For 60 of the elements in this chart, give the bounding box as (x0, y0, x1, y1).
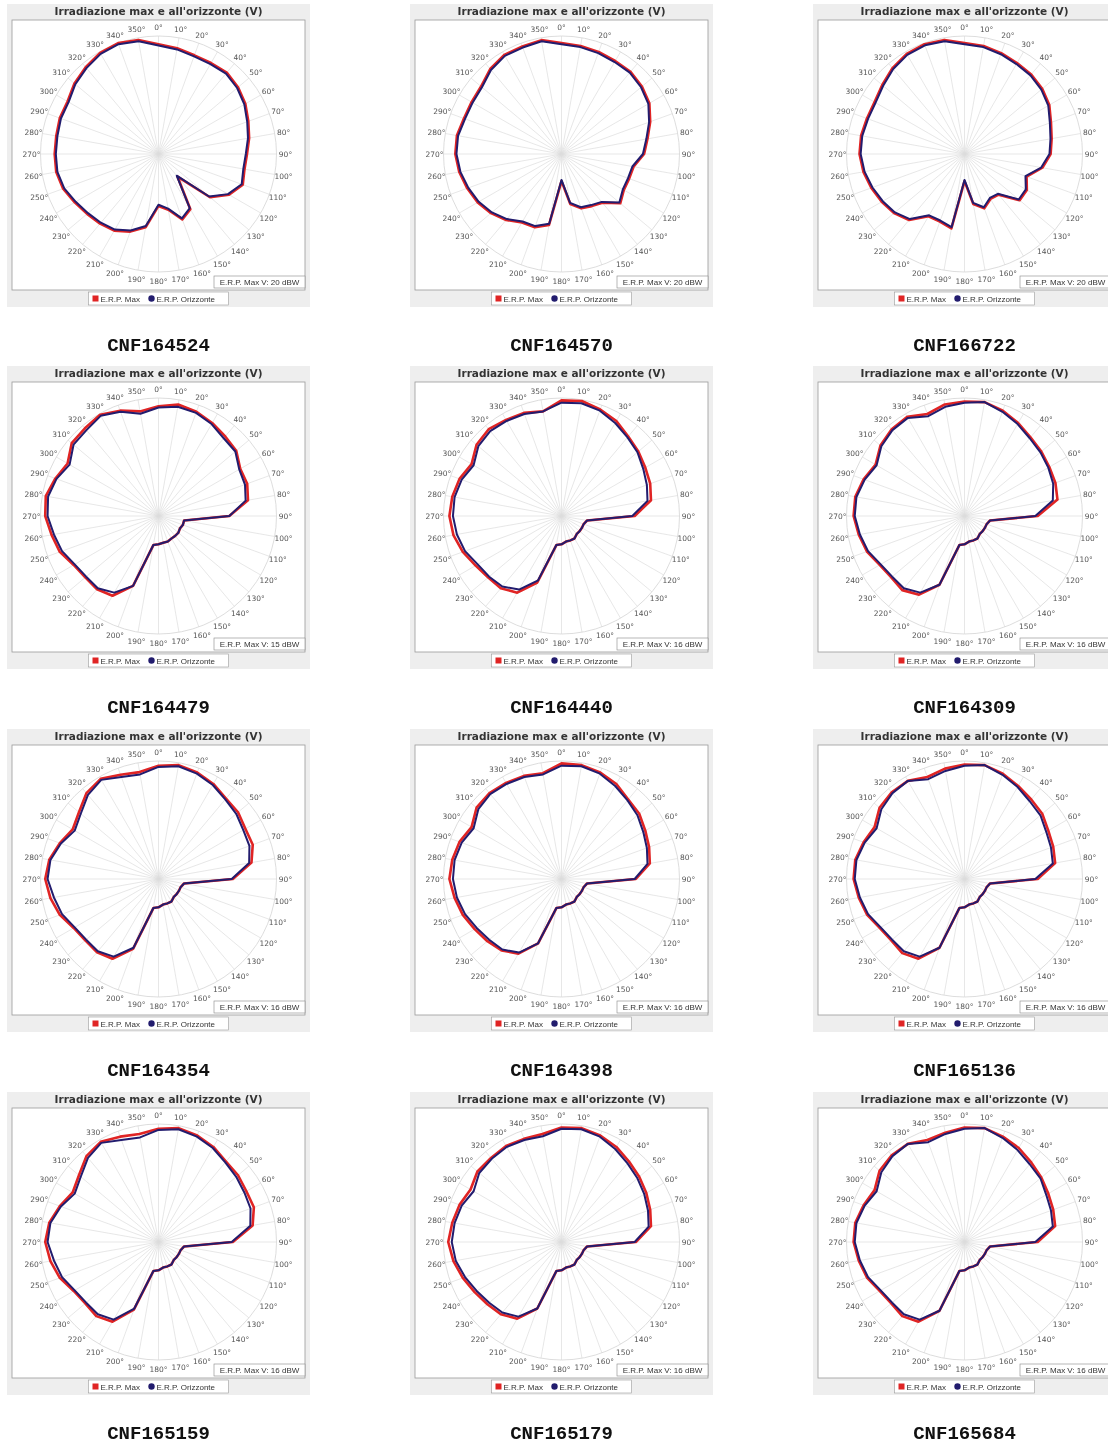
chart-title: Irradiazione max e all'orizzonte (V) (54, 730, 263, 742)
text: E.R.P. Max V: 20 dBW (622, 278, 703, 287)
text: CNF164440 (510, 697, 613, 719)
legend-label: E.R.P. Orizzonte (559, 294, 619, 304)
text: CNF165179 (510, 1423, 613, 1443)
legend-label: E.R.P. Max (503, 1382, 543, 1392)
text: CNF166722 (913, 335, 1016, 357)
chart-title: Irradiazione max e all'orizzonte (V) (860, 1093, 1069, 1105)
text: E.R.P. Max V: 16 dBW (1025, 640, 1106, 649)
text: E.R.P. Max V: 16 dBW (219, 1003, 300, 1012)
text: CNF164309 (913, 697, 1016, 719)
chart-title: Irradiazione max e all'orizzonte (V) (457, 367, 666, 379)
legend-label: E.R.P. Max (906, 294, 946, 304)
text: E.R.P. Max V: 15 dBW (219, 640, 300, 649)
legend-label: E.R.P. Max (100, 1019, 140, 1029)
text: CNF164479 (107, 697, 210, 719)
legend-label: E.R.P. Orizzonte (156, 294, 216, 304)
text: CNF164570 (510, 335, 613, 357)
text: E.R.P. Max V: 20 dBW (1025, 278, 1106, 287)
text: CNF165684 (913, 1423, 1016, 1443)
text: E.R.P. Max V: 16 dBW (622, 1366, 703, 1375)
text: CNF164354 (107, 1060, 210, 1082)
chart-title: Irradiazione max e all'orizzonte (V) (457, 730, 666, 742)
text: E.R.P. Max V: 16 dBW (622, 1003, 703, 1012)
legend-label: E.R.P. Orizzonte (962, 1382, 1022, 1392)
legend-label: E.R.P. Orizzonte (559, 656, 619, 666)
text: CNF165136 (913, 1060, 1016, 1082)
text: E.R.P. Max V: 20 dBW (219, 278, 300, 287)
text: CNF164398 (510, 1060, 613, 1082)
legend-label: E.R.P. Max (906, 1019, 946, 1029)
text: E.R.P. Max V: 16 dBW (219, 1366, 300, 1375)
chart-title: Irradiazione max e all'orizzonte (V) (860, 367, 1069, 379)
text: CNF165159 (107, 1423, 210, 1443)
chart-title: Irradiazione max e all'orizzonte (V) (54, 5, 263, 17)
legend-label: E.R.P. Max (503, 294, 543, 304)
legend-label: E.R.P. Orizzonte (962, 656, 1022, 666)
legend-label: E.R.P. Max (100, 656, 140, 666)
text: CNF164524 (107, 335, 210, 357)
text: E.R.P. Max V: 16 dBW (1025, 1366, 1106, 1375)
legend-label: E.R.P. Max (503, 656, 543, 666)
text: E.R.P. Max V: 16 dBW (622, 640, 703, 649)
legend-label: E.R.P. Orizzonte (962, 1019, 1022, 1029)
legend-label: E.R.P. Max (906, 1382, 946, 1392)
chart-title: Irradiazione max e all'orizzonte (V) (54, 1093, 263, 1105)
legend-label: E.R.P. Max (100, 294, 140, 304)
chart-title: Irradiazione max e all'orizzonte (V) (457, 1093, 666, 1105)
legend-label: E.R.P. Max (906, 656, 946, 666)
chart-title: Irradiazione max e all'orizzonte (V) (860, 5, 1069, 17)
legend-label: E.R.P. Orizzonte (559, 1382, 619, 1392)
chart-title: Irradiazione max e all'orizzonte (V) (54, 367, 263, 379)
legend-label: E.R.P. Orizzonte (156, 1019, 216, 1029)
legend-label: E.R.P. Orizzonte (156, 1382, 216, 1392)
chart-title: Irradiazione max e all'orizzonte (V) (457, 5, 666, 17)
legend-label: E.R.P. Max (503, 1019, 543, 1029)
text: E.R.P. Max V: 16 dBW (1025, 1003, 1106, 1012)
legend-label: E.R.P. Orizzonte (559, 1019, 619, 1029)
legend-label: E.R.P. Max (100, 1382, 140, 1392)
legend-label: E.R.P. Orizzonte (156, 656, 216, 666)
chart-title: Irradiazione max e all'orizzonte (V) (860, 730, 1069, 742)
legend-label: E.R.P. Orizzonte (962, 294, 1022, 304)
